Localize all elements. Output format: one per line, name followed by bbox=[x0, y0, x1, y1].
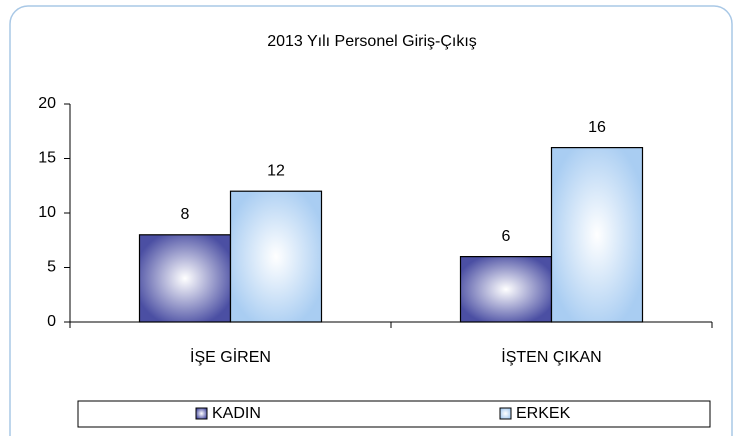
legend-marker bbox=[195, 407, 208, 420]
bar bbox=[550, 147, 644, 323]
y-tick-label: 5 bbox=[47, 259, 56, 276]
data-label: 12 bbox=[267, 162, 285, 179]
bar bbox=[138, 234, 232, 323]
chart-title: 2013 Yılı Personel Giriş-Çıkış bbox=[267, 33, 477, 50]
chart-frame bbox=[9, 5, 733, 436]
data-label: 16 bbox=[588, 119, 606, 136]
data-label: 8 bbox=[181, 206, 190, 223]
legend-label: ERKEK bbox=[516, 405, 571, 422]
x-tick-label: İŞE GİREN bbox=[190, 347, 271, 366]
bar bbox=[229, 190, 323, 323]
data-label: 6 bbox=[502, 228, 511, 245]
bar bbox=[459, 256, 553, 323]
y-tick-label: 10 bbox=[38, 204, 56, 221]
legend bbox=[77, 400, 711, 428]
legend-marker bbox=[499, 407, 512, 420]
y-tick-label: 20 bbox=[38, 95, 56, 112]
legend-label: KADIN bbox=[212, 405, 261, 422]
y-tick-label: 15 bbox=[38, 150, 56, 167]
y-tick-label: 0 bbox=[47, 313, 56, 330]
x-tick-label: İŞTEN ÇIKAN bbox=[501, 347, 601, 366]
